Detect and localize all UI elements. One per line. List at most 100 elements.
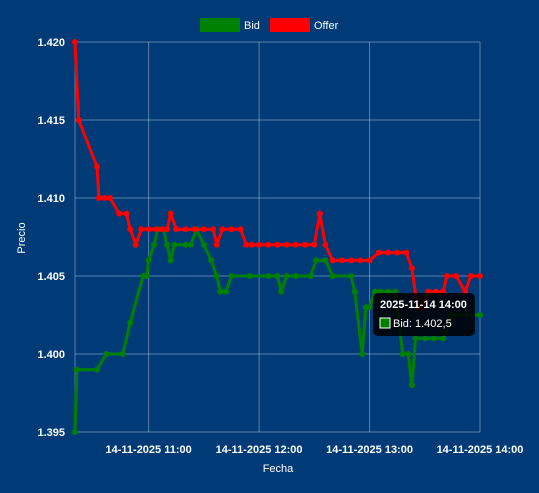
bid-point: [167, 257, 174, 264]
offer-point: [292, 241, 299, 248]
bid-point: [313, 257, 320, 264]
offer-point: [477, 273, 483, 279]
bid-point: [217, 288, 224, 295]
bid-point: [73, 366, 80, 373]
x-axis-title: Fecha: [263, 463, 294, 475]
offer-point: [348, 257, 355, 264]
offer-point: [153, 226, 159, 233]
x-tick-label: 14-11-2025 11:00: [106, 444, 192, 456]
offer-point: [311, 241, 318, 248]
tooltip-swatch: [379, 317, 391, 329]
offer-point: [338, 257, 345, 264]
y-tick-label: 1.400: [37, 349, 65, 361]
offer-point: [403, 249, 410, 256]
x-axis: 14-11-2025 11:00 14-11-2025 12:00 14-11-20…: [106, 444, 524, 456]
y-axis-title: Precio: [16, 222, 28, 253]
legend-item-offer[interactable]: Offer: [270, 18, 339, 32]
tooltip-body: Bid: 1.402,5: [393, 318, 452, 330]
offer-point: [138, 226, 145, 233]
bid-point: [103, 351, 110, 357]
legend-label-offer: Offer: [314, 20, 339, 32]
bid-point: [119, 351, 126, 357]
offer-point: [182, 226, 189, 233]
x-tick-label: 14-11-2025 14:00: [437, 444, 524, 456]
offer-point: [316, 210, 323, 217]
bid-point: [430, 335, 437, 342]
y-axis: 1.395 1.400 1.405 1.410 1.415 1.420: [37, 37, 65, 439]
bid-point: [274, 273, 281, 279]
tooltip-box: [373, 293, 475, 336]
offer-point: [302, 241, 309, 248]
offer-point: [95, 195, 102, 201]
bid-point: [440, 335, 447, 342]
legend-swatch-offer: [270, 18, 310, 32]
offer-point: [467, 273, 474, 279]
offer-point: [274, 241, 281, 248]
bid-point: [322, 257, 329, 264]
bid-point: [143, 273, 150, 279]
tooltip: 2025-11-14 14:00 Bid: 1.402,5: [373, 293, 475, 336]
offer-point: [94, 163, 101, 170]
offer-point: [256, 241, 263, 248]
bid-point: [222, 288, 229, 295]
bid-point: [283, 273, 290, 279]
bid-point: [94, 366, 101, 373]
offer-point: [132, 241, 139, 248]
offer-point: [228, 226, 235, 233]
offer-point: [384, 249, 391, 256]
bid-point: [200, 241, 207, 248]
offer-point: [408, 265, 415, 272]
bid-point: [292, 273, 299, 279]
bid-point: [359, 351, 366, 357]
offer-point: [173, 226, 180, 233]
offer-point: [243, 241, 250, 248]
bid-point: [477, 312, 483, 318]
offer-point: [265, 241, 272, 248]
y-tick-label: 1.420: [37, 37, 65, 49]
tooltip-title: 2025-11-14 14:00: [380, 299, 467, 311]
offer-point: [237, 226, 244, 233]
bid-point: [246, 273, 253, 279]
y-tick-label: 1.410: [37, 193, 65, 205]
offer-point: [329, 257, 336, 264]
bid-point: [412, 335, 419, 342]
bid-point: [329, 273, 336, 279]
bid-point: [278, 288, 285, 295]
offer-point: [375, 249, 382, 256]
bid-point: [213, 273, 220, 279]
y-tick-label: 1.405: [37, 271, 65, 283]
offer-point: [357, 257, 364, 264]
offer-point: [283, 241, 290, 248]
y-tick-label: 1.415: [37, 115, 65, 127]
bid-point: [127, 319, 134, 326]
bid-point: [182, 241, 189, 248]
bid-point: [151, 241, 158, 248]
offer-point: [453, 273, 460, 279]
bid-point: [164, 241, 171, 248]
bid-point: [421, 335, 428, 342]
bid-point: [265, 273, 272, 279]
bid-point: [408, 382, 415, 389]
offer-point: [210, 226, 217, 233]
bid-point: [145, 257, 152, 264]
offer-point: [72, 39, 78, 45]
bid-point: [307, 273, 314, 279]
offer-point: [200, 226, 207, 233]
offer-point: [443, 273, 450, 279]
bid-point: [351, 288, 358, 295]
offer-point: [322, 241, 329, 248]
bid-point: [366, 304, 373, 311]
legend[interactable]: Bid Offer: [200, 18, 339, 32]
legend-item-bid[interactable]: Bid: [200, 18, 260, 32]
bid-point: [399, 351, 406, 357]
offer-point: [116, 210, 123, 217]
offer-point: [145, 226, 152, 233]
offer-point: [366, 257, 373, 264]
bid-point: [171, 241, 178, 248]
offer-point: [127, 226, 134, 233]
offer-point: [75, 117, 82, 123]
offer-point: [158, 226, 165, 233]
bid-point: [372, 288, 379, 295]
offer-line: [73, 41, 480, 309]
